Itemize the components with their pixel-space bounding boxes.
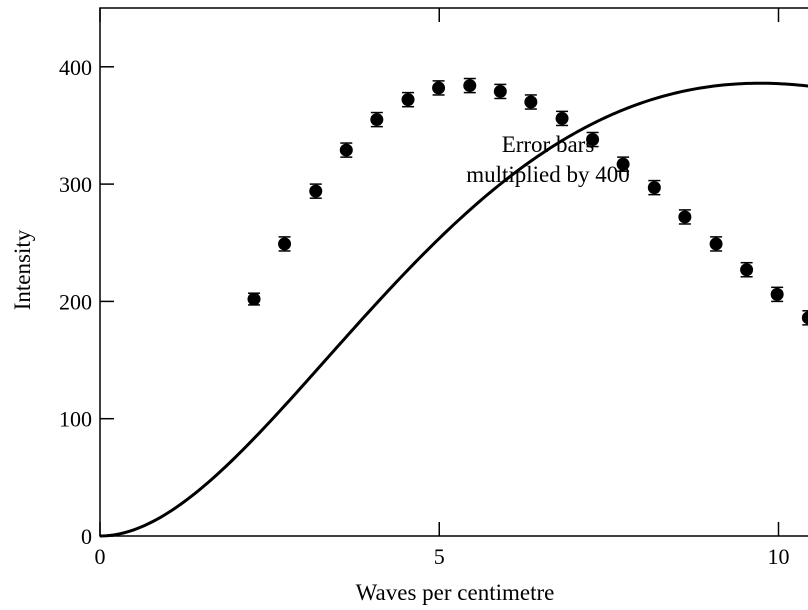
data-point [770,286,784,303]
y-axis-title: Intensity [10,229,35,310]
data-point [524,94,538,110]
plot-frame [99,7,808,537]
marker [770,287,784,301]
marker [647,181,661,195]
data-point [463,77,477,94]
marker [278,237,292,251]
data-point [493,83,507,100]
annotation-line-1: Error bars [502,132,595,157]
data-point [247,292,261,306]
marker [309,184,323,198]
data-point [740,261,754,278]
y-tick-label: 300 [59,172,92,197]
y-tick-label: 100 [59,407,92,432]
data-point [616,156,630,172]
marker [432,81,446,95]
data-point [432,80,446,96]
plot-border [99,7,808,537]
marker [586,133,600,147]
data-points [247,77,808,326]
y-tick-label: 0 [81,524,92,549]
x-tick-label: 0 [95,544,106,569]
data-point [709,236,723,252]
data-point [370,111,384,128]
marker [401,93,415,107]
annotation-line-2: multiplied by 400 [466,162,630,187]
marker [801,311,808,325]
y-tick-label: 400 [59,55,92,80]
data-point [401,91,415,108]
data-point [555,110,569,127]
data-point [278,236,292,252]
marker [524,95,538,109]
marker [678,210,692,224]
tick-labels: 051015200100200300400 [59,55,790,569]
data-point [678,209,692,225]
marker [247,292,261,306]
marker [555,111,569,125]
x-tick-label: 10 [768,544,790,569]
marker [370,113,384,127]
marker [463,79,477,93]
data-point [309,183,323,199]
data-point [586,131,600,148]
fit-curve [99,81,808,538]
data-point [339,142,353,158]
marker [709,237,723,251]
marker [493,84,507,98]
axis-ticks [99,8,780,537]
x-axis-title: Waves per centimetre [356,580,555,605]
data-point [647,179,661,196]
data-point [801,310,808,326]
x-tick-label: 5 [434,544,445,569]
marker [740,263,754,277]
marker [616,157,630,171]
marker [339,143,353,157]
y-tick-label: 200 [59,289,92,314]
